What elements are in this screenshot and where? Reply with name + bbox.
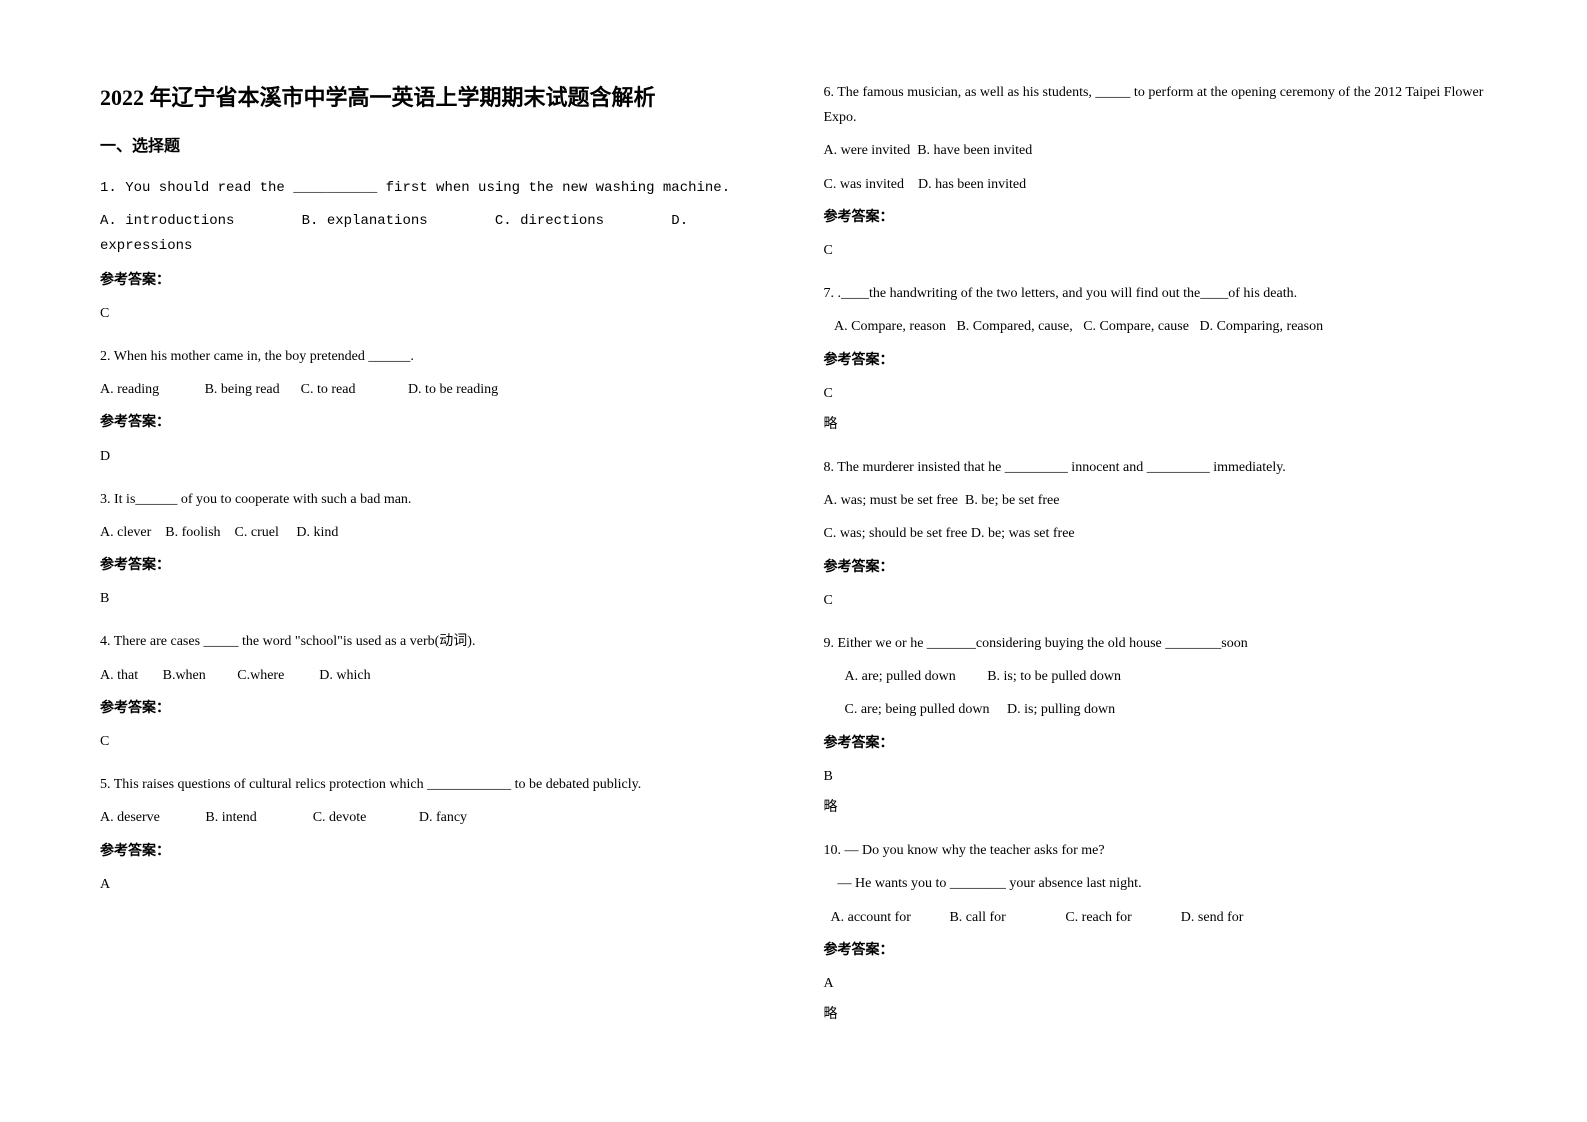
answer-label: 参考答案：: [100, 410, 764, 435]
question-options: A. introductions B. explanations C. dire…: [100, 209, 764, 259]
question-block: 8. The murderer insisted that he _______…: [824, 455, 1488, 613]
question-options: A. was; must be set free B. be; be set f…: [824, 488, 1488, 513]
answer-value: C: [100, 301, 764, 326]
page-title: 2022 年辽宁省本溪市中学高一英语上学期期末试题含解析: [100, 80, 764, 112]
answer-value: C: [100, 729, 764, 754]
question-text: 4. There are cases _____ the word "schoo…: [100, 629, 764, 654]
right-column: 6. The famous musician, as well as his s…: [824, 80, 1488, 1082]
answer-label: 参考答案：: [100, 553, 764, 578]
question-text-line2: — He wants you to ________ your absence …: [824, 871, 1488, 896]
question-options: C. was invited D. has been invited: [824, 172, 1488, 197]
question-text: 7. .____the handwriting of the two lette…: [824, 281, 1488, 306]
question-block: 7. .____the handwriting of the two lette…: [824, 281, 1488, 437]
question-text: 2. When his mother came in, the boy pret…: [100, 344, 764, 369]
answer-value: A: [824, 971, 1488, 996]
answer-label: 参考答案：: [824, 205, 1488, 230]
question-text: 1. You should read the __________ first …: [100, 176, 764, 201]
answer-label: 参考答案：: [824, 731, 1488, 756]
question-block: 3. It is______ of you to cooperate with …: [100, 487, 764, 612]
question-block: 6. The famous musician, as well as his s…: [824, 80, 1488, 263]
question-text: 6. The famous musician, as well as his s…: [824, 80, 1488, 130]
right-questions-container: 6. The famous musician, as well as his s…: [824, 80, 1488, 1045]
question-options: A. reading B. being read C. to read D. t…: [100, 377, 764, 402]
answer-value: C: [824, 381, 1488, 406]
question-text: 5. This raises questions of cultural rel…: [100, 772, 764, 797]
answer-value: C: [824, 238, 1488, 263]
answer-label: 参考答案：: [824, 555, 1488, 580]
question-options: C. was; should be set free D. be; was se…: [824, 521, 1488, 546]
question-block: 5. This raises questions of cultural rel…: [100, 772, 764, 897]
question-text: 10. — Do you know why the teacher asks f…: [824, 838, 1488, 863]
answer-note: 略: [824, 1002, 1488, 1027]
section-header: 一、选择题: [100, 132, 764, 156]
left-questions-container: 1. You should read the __________ first …: [100, 176, 764, 915]
answer-value: B: [100, 586, 764, 611]
question-text: 8. The murderer insisted that he _______…: [824, 455, 1488, 480]
question-block: 1. You should read the __________ first …: [100, 176, 764, 326]
question-options: A. are; pulled down B. is; to be pulled …: [824, 664, 1488, 689]
question-options: A. clever B. foolish C. cruel D. kind: [100, 520, 764, 545]
answer-label: 参考答案：: [100, 696, 764, 721]
question-text: 3. It is______ of you to cooperate with …: [100, 487, 764, 512]
question-options: A. account for B. call for C. reach for …: [824, 905, 1488, 930]
question-text: 9. Either we or he _______considering bu…: [824, 631, 1488, 656]
question-options: A. deserve B. intend C. devote D. fancy: [100, 805, 764, 830]
left-column: 2022 年辽宁省本溪市中学高一英语上学期期末试题含解析 一、选择题 1. Yo…: [100, 80, 764, 1082]
question-options: A. that B.when C.where D. which: [100, 663, 764, 688]
question-block: 2. When his mother came in, the boy pret…: [100, 344, 764, 469]
answer-label: 参考答案：: [824, 348, 1488, 373]
question-block: 10. — Do you know why the teacher asks f…: [824, 838, 1488, 1027]
answer-value: D: [100, 444, 764, 469]
question-options: A. Compare, reason B. Compared, cause, C…: [824, 314, 1488, 339]
answer-label: 参考答案：: [100, 268, 764, 293]
answer-note: 略: [824, 412, 1488, 437]
question-options: A. were invited B. have been invited: [824, 138, 1488, 163]
answer-label: 参考答案：: [824, 938, 1488, 963]
question-block: 9. Either we or he _______considering bu…: [824, 631, 1488, 820]
answer-value: C: [824, 588, 1488, 613]
question-block: 4. There are cases _____ the word "schoo…: [100, 629, 764, 754]
answer-label: 参考答案：: [100, 839, 764, 864]
answer-note: 略: [824, 795, 1488, 820]
question-options: C. are; being pulled down D. is; pulling…: [824, 697, 1488, 722]
answer-value: B: [824, 764, 1488, 789]
answer-value: A: [100, 872, 764, 897]
